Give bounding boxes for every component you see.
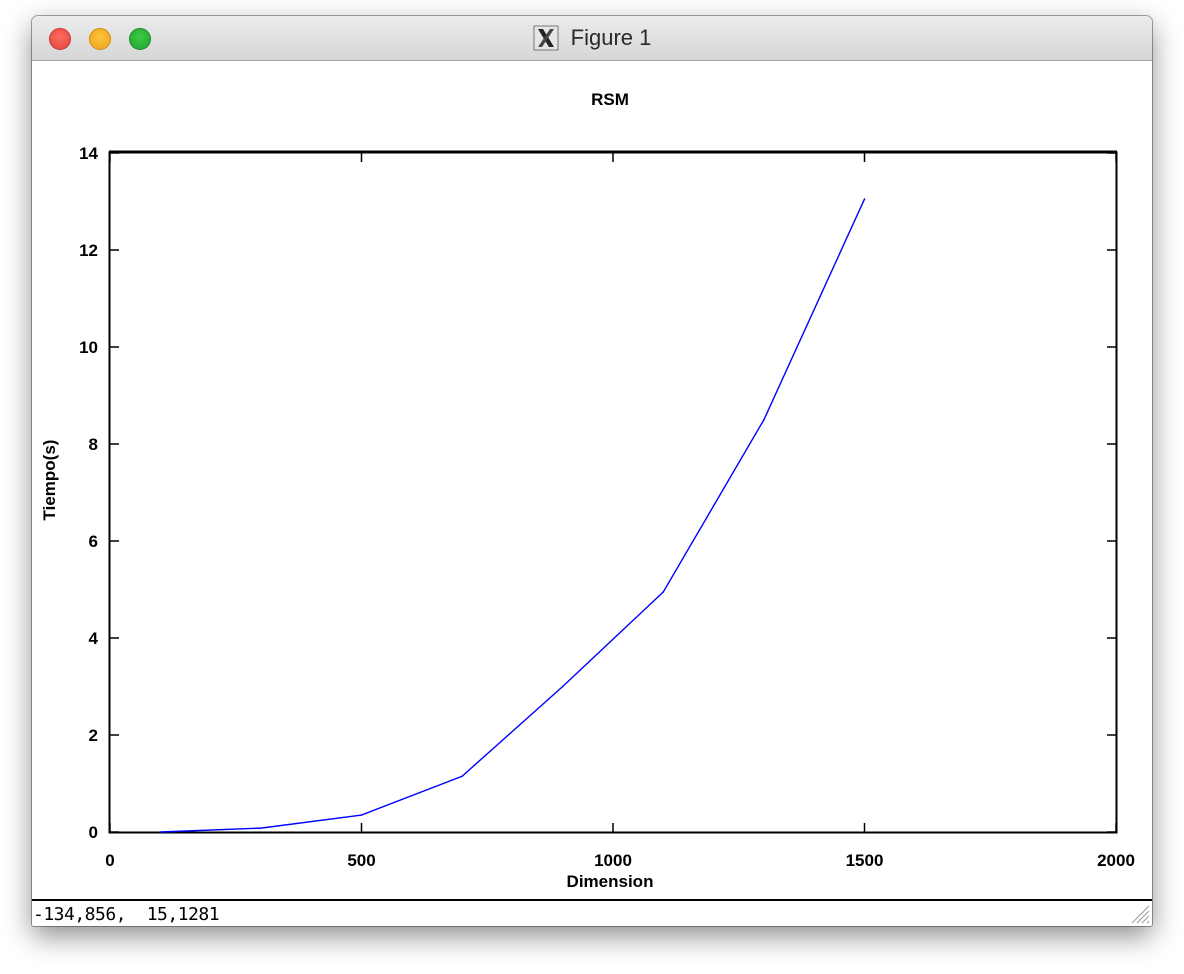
x-tick-label: 2000: [1097, 851, 1135, 870]
title-bar[interactable]: Figure 1: [32, 16, 1152, 61]
data-point: [561, 685, 564, 688]
minimize-button[interactable]: [89, 28, 111, 50]
x-tick-label: 500: [347, 851, 375, 870]
window-title: Figure 1: [570, 25, 652, 50]
data-point: [662, 591, 665, 593]
window-title-group: Figure 1: [32, 16, 1152, 60]
data-point: [863, 198, 866, 200]
zoom-button[interactable]: [129, 28, 151, 50]
figure-canvas[interactable]: RSM Dimension Tiempo(s) 0 500 1000 1500 2000…: [32, 61, 1152, 899]
data-point: [159, 831, 162, 833]
y-tick-label: 14: [79, 144, 98, 163]
axis-ticks: 0 500 1000 1500 2000 0 2 4 6 8 10 12 14: [79, 144, 1135, 870]
x11-icon: [533, 25, 559, 51]
y-tick-label: 8: [89, 435, 98, 454]
y-tick-label: 2: [89, 726, 98, 745]
data-point: [461, 775, 463, 778]
y-tick-label: 6: [89, 532, 98, 551]
y-tick-label: 10: [79, 338, 98, 357]
y-tick-label: 12: [79, 241, 98, 260]
data-point: [260, 827, 262, 829]
plot-area[interactable]: RSM Dimension Tiempo(s) 0 500 1000 1500 2000…: [32, 61, 1152, 899]
resize-grip-icon[interactable]: [1126, 902, 1150, 924]
axes-frame: [108, 151, 1118, 834]
x-tick-label: 1000: [594, 851, 632, 870]
y-tick-label: 4: [89, 629, 99, 648]
y-axis-label: Tiempo(s): [40, 440, 59, 521]
x-axis-label: Dimension: [567, 872, 654, 891]
data-point: [360, 814, 363, 816]
cursor-coordinates: -134,856, 15,1281: [33, 904, 220, 925]
series-line: [160, 198, 866, 833]
x-tick-label: 0: [105, 851, 114, 870]
x-tick-label: 1500: [846, 851, 884, 870]
close-button[interactable]: [49, 28, 71, 50]
figure-window: Figure 1 RSM Dimension Tiempo(s) 0 500 100…: [32, 16, 1152, 926]
data-point: [763, 418, 765, 421]
y-tick-label: 0: [89, 823, 98, 842]
status-bar: -134,856, 15,1281: [32, 899, 1152, 926]
chart-title: RSM: [591, 90, 629, 109]
series-group: [159, 198, 866, 833]
